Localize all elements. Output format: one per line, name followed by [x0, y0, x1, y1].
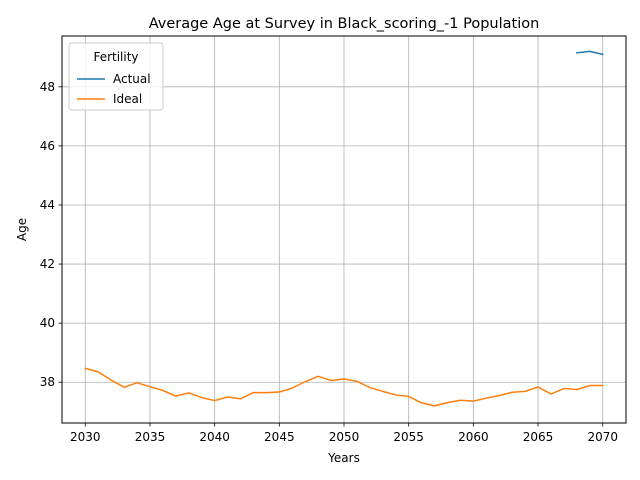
y-tick-label: 42 [40, 257, 55, 271]
x-axis-label: Years [327, 451, 360, 465]
y-axis-label: Age [15, 218, 29, 241]
series-line-actual [576, 50, 604, 56]
axis-ticks: 2030 2035 2040 2045 2050 2055 2060 2065 2070 38 40… [40, 80, 618, 444]
legend-label-actual: Actual [113, 72, 151, 86]
x-tick-label: 2040 [199, 430, 230, 444]
series-line-ideal [84, 367, 604, 407]
legend-box [68, 42, 164, 111]
x-tick-label: 2065 [523, 430, 554, 444]
x-tick-label: 2045 [264, 430, 295, 444]
x-tick-label: 2050 [329, 430, 360, 444]
y-tick-label: 44 [40, 198, 55, 212]
y-tick-label: 40 [40, 316, 55, 330]
legend-label-ideal: Ideal [113, 92, 142, 106]
y-tick-label: 48 [40, 80, 55, 94]
x-tick-label: 2060 [458, 430, 489, 444]
legend: Fertility Actual Ideal [68, 42, 164, 111]
x-tick-label: 2030 [70, 430, 101, 444]
x-tick-label: 2055 [393, 430, 424, 444]
y-tick-label: 38 [40, 375, 55, 389]
x-tick-label: 2035 [135, 430, 166, 444]
x-tick-label: 2070 [587, 430, 618, 444]
legend-title: Fertility [93, 50, 138, 64]
y-tick-label: 46 [40, 139, 55, 153]
chart-title: Average Age at Survey in Black_scoring_-… [149, 16, 540, 32]
grid [62, 36, 626, 423]
legend-items: Actual Ideal [77, 72, 151, 106]
series-lines [84, 50, 604, 407]
